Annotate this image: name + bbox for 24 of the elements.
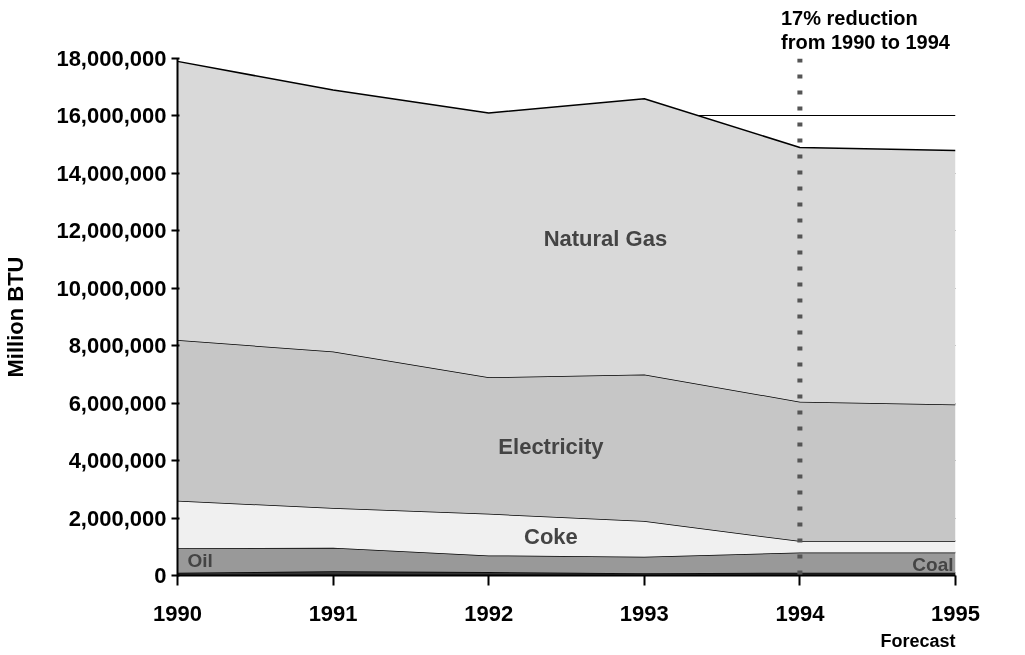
series-label: Coal (912, 553, 954, 575)
y-tick-label: 18,000,000 (56, 46, 167, 71)
x-tick-label: 1994 (775, 600, 826, 626)
series-label: Coke (524, 523, 578, 549)
x-tick-label: 1990 (153, 600, 202, 626)
y-tick-label: 6,000,000 (68, 390, 167, 416)
x-tick-label: 1993 (619, 600, 669, 626)
x-tick-label: 1992 (464, 600, 514, 626)
y-tick-label: 2,000,000 (68, 505, 167, 531)
y-tick-label: 10,000,000 (56, 275, 167, 301)
x-tick-label: 1991 (308, 600, 358, 626)
ref-line-label: 17% reduction from 1990 to 1994 (780, 7, 951, 54)
y-tick-label: 12,000,000 (56, 218, 167, 244)
series-label: Oil (187, 549, 213, 571)
y-tick-label: 14,000,000 (56, 160, 167, 186)
y-tick-label: 0 (154, 563, 167, 588)
text: Forecast (880, 630, 956, 651)
series-label: Natural Gas (543, 226, 668, 252)
series-label: Electricity (498, 433, 605, 459)
y-tick-label: 16,000,000 (56, 103, 167, 129)
y-tick-label: 4,000,000 (68, 448, 167, 474)
x-tick-label: 1995 (931, 600, 980, 626)
y-axis-title: Million BTU (3, 256, 29, 378)
y-tick-label: 8,000,000 (68, 333, 167, 359)
